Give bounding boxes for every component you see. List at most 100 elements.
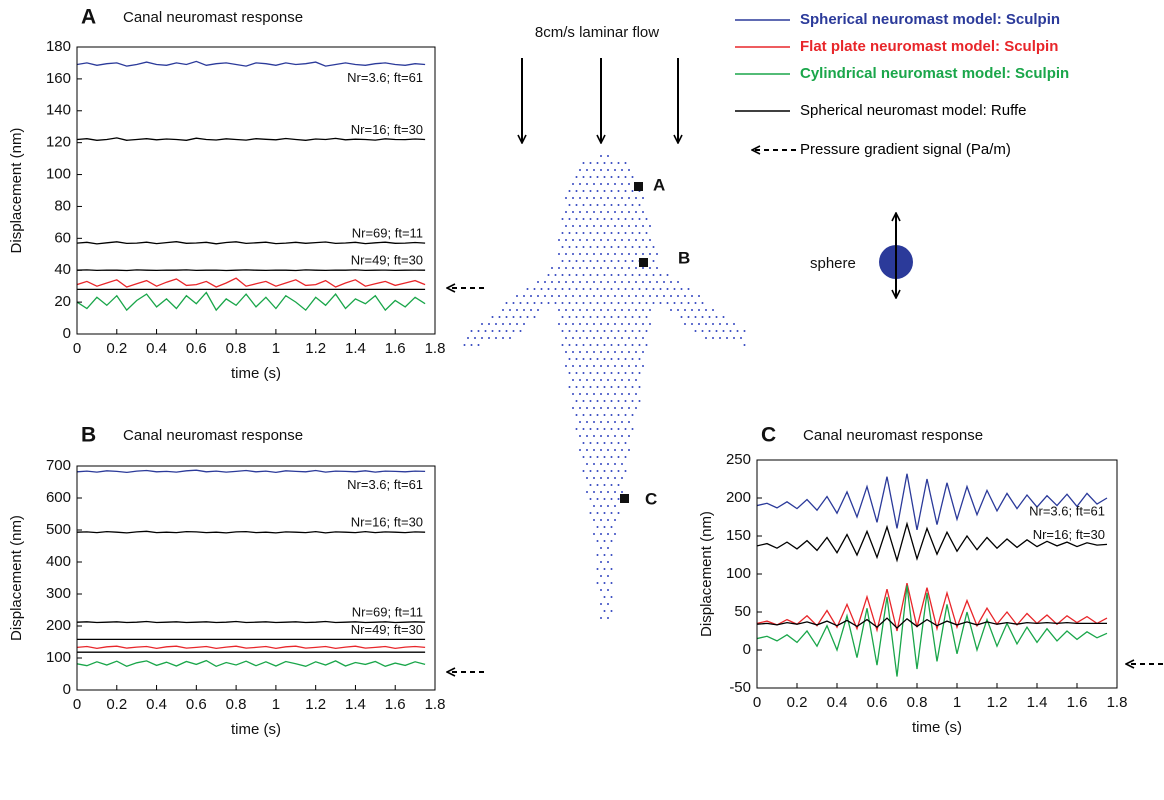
fish-dot bbox=[617, 470, 620, 472]
series-annotation: Nr=16; ft=30 bbox=[1033, 527, 1105, 542]
fish-dot bbox=[596, 246, 599, 248]
fish-dot bbox=[565, 351, 567, 353]
fish-dot bbox=[607, 547, 609, 549]
legend-label: Spherical neuromast model: Ruffe bbox=[800, 102, 1027, 119]
fish-dot bbox=[635, 379, 637, 381]
fish-dot bbox=[582, 232, 585, 234]
fish-dot bbox=[663, 281, 665, 283]
fish-dot bbox=[596, 232, 599, 234]
fish-dot bbox=[565, 337, 567, 339]
fish-dot bbox=[635, 225, 637, 227]
fish-dot bbox=[579, 407, 581, 409]
fish-dot bbox=[589, 260, 592, 262]
fish-dot bbox=[603, 162, 606, 164]
fish-dot bbox=[526, 302, 529, 304]
y-axis-label: Displacement (nm) bbox=[8, 515, 25, 641]
fish-dot bbox=[656, 253, 658, 255]
fish-dot bbox=[621, 337, 623, 339]
fish-dot bbox=[621, 491, 623, 493]
fish-dot bbox=[593, 491, 595, 493]
fish-dot bbox=[565, 267, 567, 269]
fish-dot bbox=[603, 288, 606, 290]
fish-dot bbox=[596, 386, 599, 388]
series-annotation: Nr=16; ft=30 bbox=[351, 515, 423, 530]
fish-dot bbox=[575, 358, 578, 360]
fish-dot bbox=[610, 260, 613, 262]
fish-dot bbox=[614, 519, 616, 521]
fish-dot bbox=[659, 302, 662, 304]
fish-dot bbox=[509, 323, 511, 325]
fish-dot bbox=[575, 316, 578, 318]
fish-dot bbox=[544, 281, 546, 283]
fish-dot bbox=[572, 379, 574, 381]
fish-dot bbox=[631, 218, 634, 220]
fish-dot bbox=[586, 365, 588, 367]
fish-dot bbox=[631, 386, 634, 388]
fish-dot bbox=[572, 295, 574, 297]
fish-dot bbox=[582, 386, 585, 388]
fish-dot bbox=[575, 386, 578, 388]
fish-dot bbox=[582, 316, 585, 318]
fish-dot bbox=[617, 330, 620, 332]
fish-dot bbox=[670, 309, 672, 311]
fish-dot bbox=[586, 379, 588, 381]
fish-dot bbox=[631, 344, 634, 346]
fish-dot bbox=[607, 477, 609, 479]
y-tick-label: 0 bbox=[63, 325, 71, 342]
fish-dot bbox=[677, 295, 679, 297]
fish-dot bbox=[596, 274, 599, 276]
fish-dot bbox=[593, 183, 595, 185]
fish-dot bbox=[568, 232, 571, 234]
fish-dot bbox=[642, 351, 644, 353]
fish-dot bbox=[607, 449, 609, 451]
fish-dot bbox=[579, 309, 581, 311]
fish-dot bbox=[743, 344, 746, 346]
pressure-arrows bbox=[447, 288, 1163, 672]
fish-dot bbox=[621, 449, 623, 451]
fish-dot bbox=[610, 316, 613, 318]
fish-dot bbox=[687, 288, 690, 290]
fish-dot bbox=[568, 344, 571, 346]
fish-dot bbox=[624, 274, 627, 276]
fish-dot bbox=[649, 239, 651, 241]
fish-dot bbox=[652, 274, 655, 276]
fish-dot bbox=[593, 519, 595, 521]
fish-dot bbox=[635, 323, 637, 325]
fish-dot bbox=[607, 379, 609, 381]
fish-dot bbox=[698, 295, 700, 297]
x-tick-label: 0.8 bbox=[226, 340, 247, 357]
fish-dot bbox=[670, 295, 672, 297]
fish-dot bbox=[621, 183, 623, 185]
fish-dot bbox=[579, 365, 581, 367]
fish-dot bbox=[603, 498, 606, 500]
fish-dot bbox=[582, 442, 585, 444]
fish-dot bbox=[610, 372, 613, 374]
fish-dot bbox=[614, 463, 616, 465]
fish-dot bbox=[610, 162, 613, 164]
fish-dot bbox=[624, 232, 627, 234]
fish-dot bbox=[600, 323, 602, 325]
fish-dot bbox=[603, 260, 606, 262]
fish-dot bbox=[614, 407, 616, 409]
fish-dot bbox=[614, 491, 616, 493]
fish-dot bbox=[666, 302, 669, 304]
plot-frame bbox=[76, 465, 436, 691]
fish-dot bbox=[565, 365, 567, 367]
fish-dot bbox=[579, 379, 581, 381]
fish-dot bbox=[659, 274, 662, 276]
fish-dot bbox=[477, 344, 480, 346]
fish-dot bbox=[614, 351, 616, 353]
fish-dot bbox=[624, 218, 627, 220]
fish-dot bbox=[491, 330, 494, 332]
fish-dot bbox=[635, 211, 637, 213]
fish-dot bbox=[558, 309, 560, 311]
fish-dot bbox=[575, 218, 578, 220]
fish-dot bbox=[582, 470, 585, 472]
fish-dot bbox=[645, 330, 648, 332]
fish-dot bbox=[642, 211, 644, 213]
fish-dot bbox=[572, 253, 574, 255]
fish-dot bbox=[628, 393, 630, 395]
x-tick-label: 1.6 bbox=[1067, 694, 1088, 711]
fish-dot bbox=[586, 449, 588, 451]
